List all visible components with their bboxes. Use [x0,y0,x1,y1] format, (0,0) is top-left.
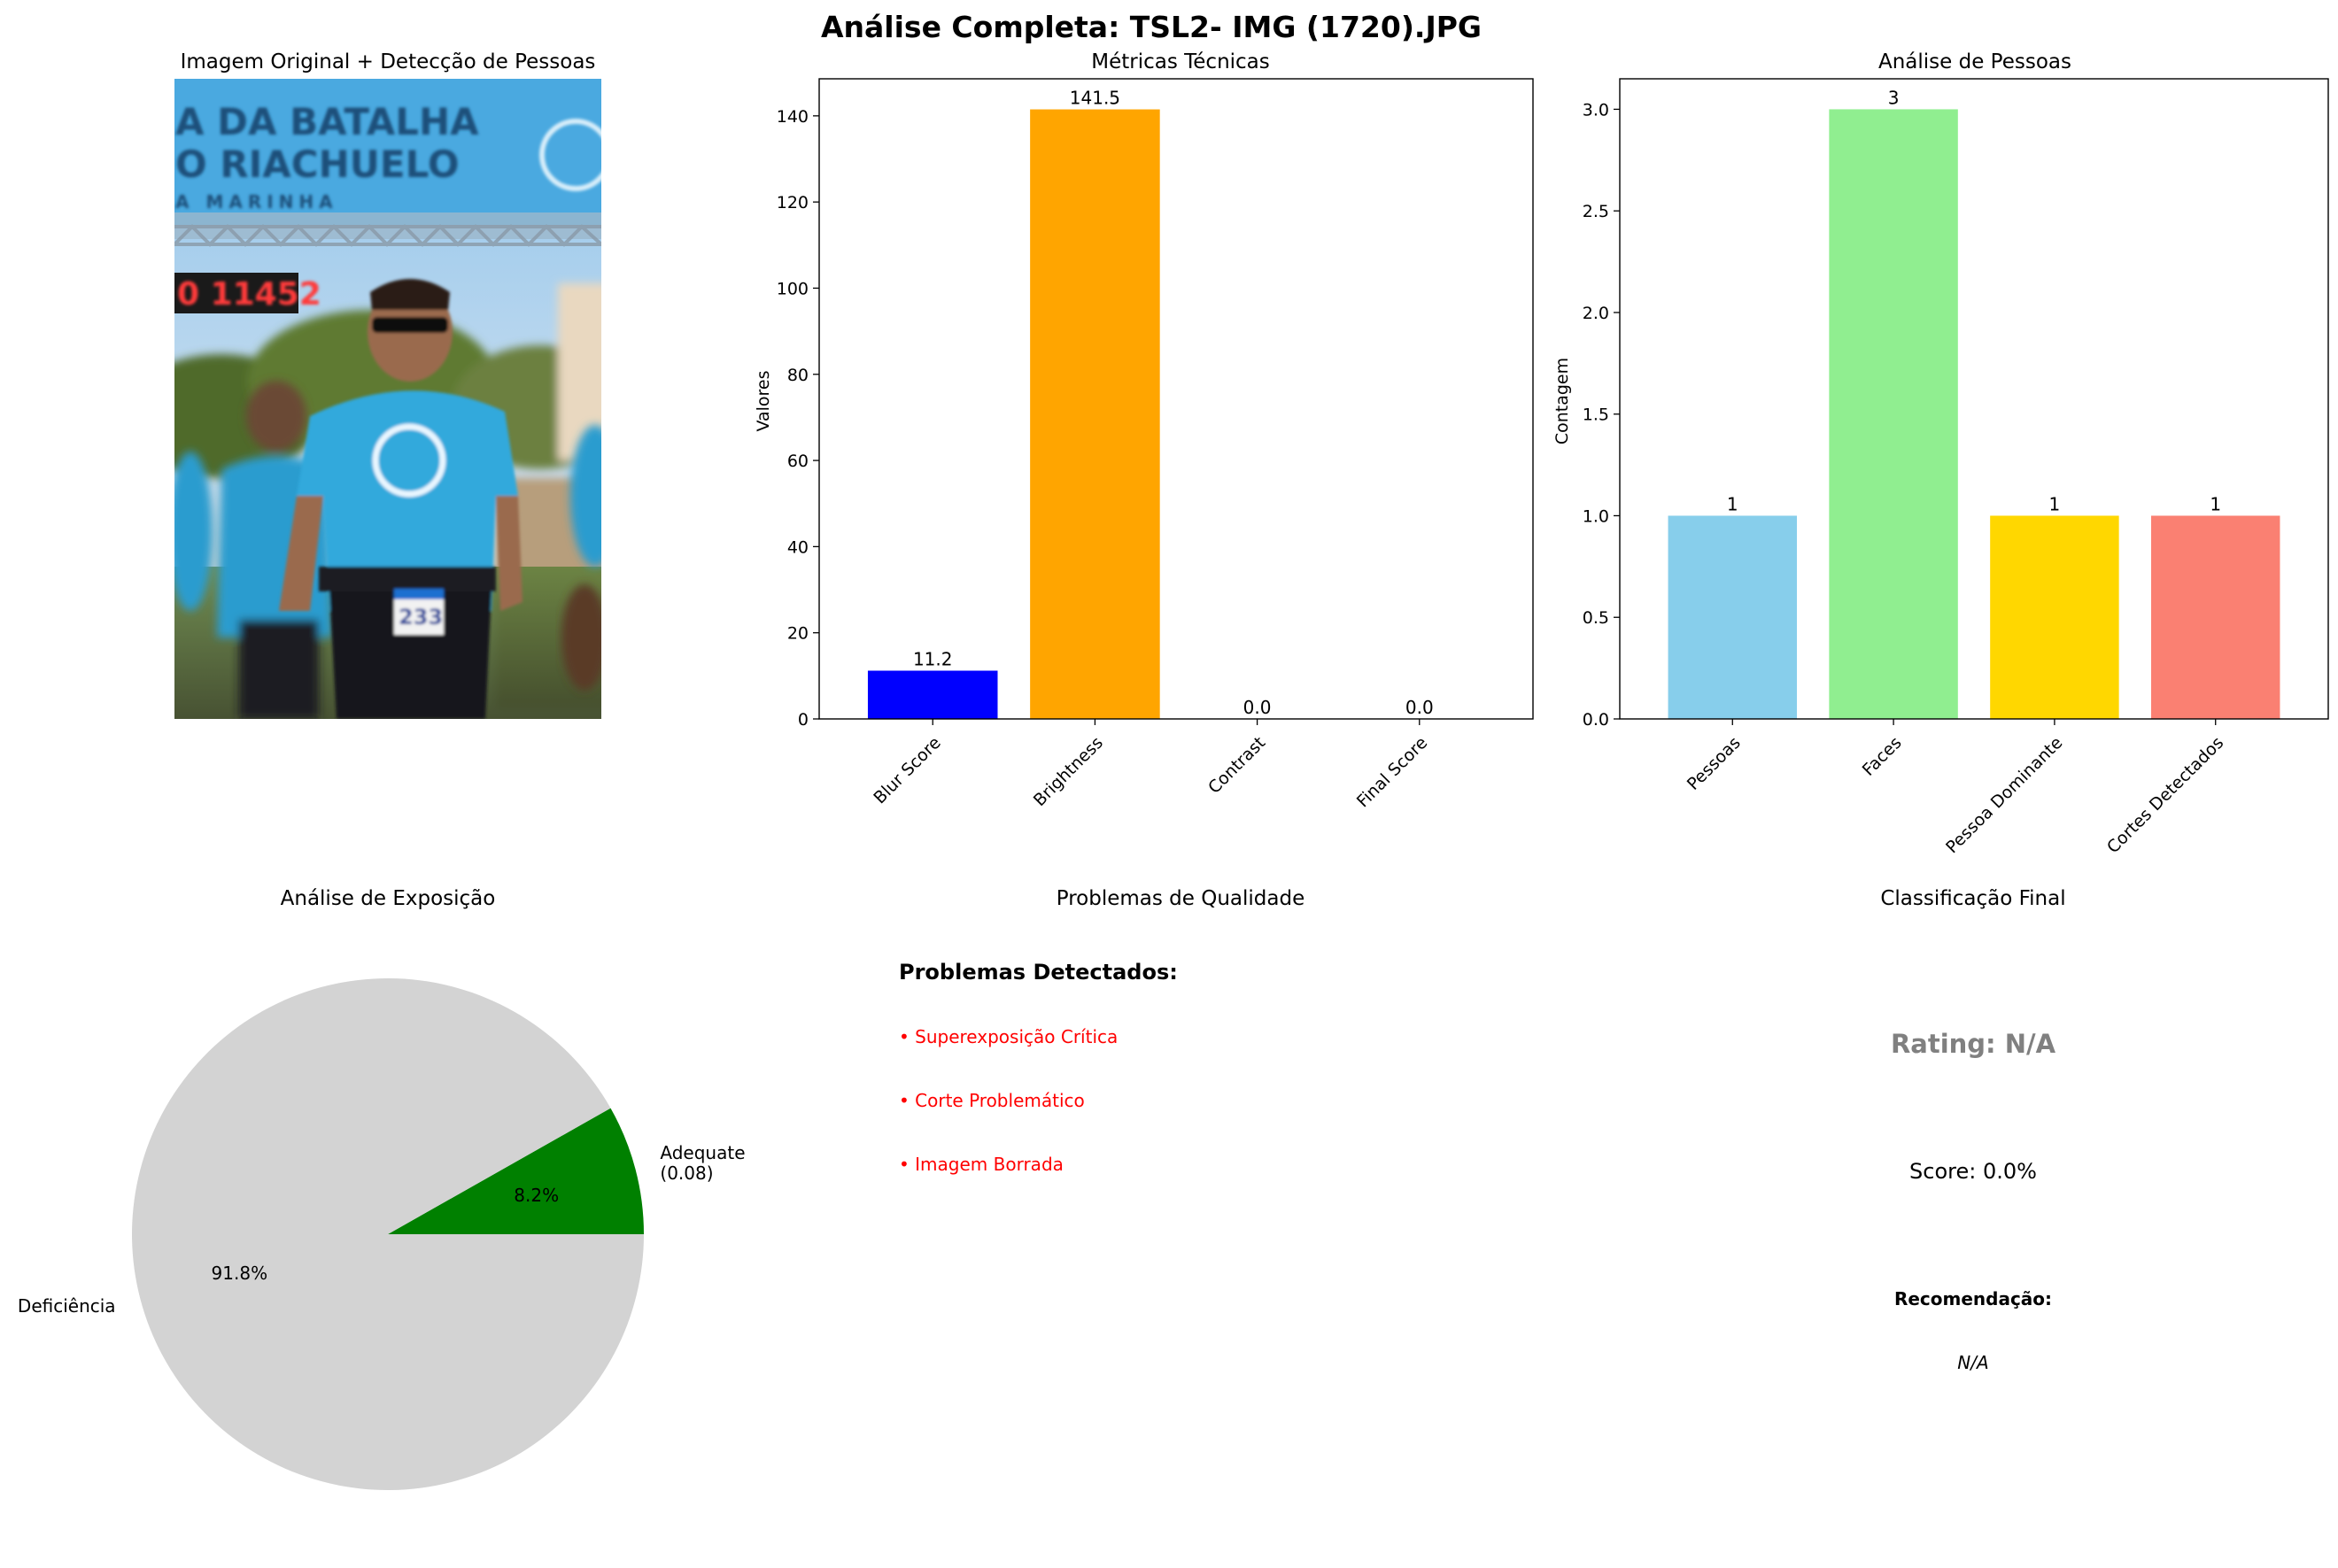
runner-photo: A DA BATALHA O RIACHUELO A MARINHA 0 114… [174,79,601,719]
people-ytick-label-0: 0.0 [1583,710,1609,730]
people-ytick-label-4: 2.0 [1583,304,1609,323]
metrics-ytick-label-3: 60 [787,452,809,471]
figure-suptitle: Análise Completa: TSL2- IMG (1720).JPG [821,10,1482,44]
people-bar-0 [1668,515,1797,719]
metrics-ytick-label-7: 140 [777,107,809,127]
exposure-chart-title: Análise de Exposição [281,887,496,910]
people-bar-chart: 1 Pessoas 3 Faces 1 Pessoa Dominante 1 Cortes D… [1583,78,2329,857]
people-ytick-label-6: 3.0 [1583,100,1609,120]
quality-issue-item-0: • Superexposição Crítica [899,1026,1118,1047]
people-xtick-label-2: Pessoa Dominante [1942,733,2066,857]
banner-line-3: A MARINHA [175,191,338,212]
recommendation-value: N/A [1957,1352,1988,1373]
banner-line-1: A DA BATALHA [175,100,479,143]
exposure-pct-label-1: 91.8% [212,1263,268,1284]
metrics-ytick-label-0: 0 [798,710,809,730]
quality-issue-item-2: • Imagem Borrada [899,1154,1064,1175]
metrics-ytick-label-4: 80 [787,366,809,385]
metrics-ytick-label-2: 40 [787,537,809,557]
exposure-slice-0 [388,1108,644,1234]
recommendation-label: Recomendação: [1894,1288,2052,1309]
people-value-label-1: 3 [1888,87,1900,108]
exposure-pct-label-0: 8.2% [514,1185,559,1206]
metrics-value-label-3: 0.0 [1405,697,1434,718]
people-bar-1 [1829,109,1958,719]
race-clock: 0 11452 [177,276,321,313]
metrics-axes-frame [818,78,1534,720]
metrics-value-label-1: 141.5 [1070,88,1120,109]
people-bar-2 [1990,515,2119,719]
people-axes-frame [1619,78,2329,720]
people-bar-3 [2151,515,2280,719]
people-ytick-label-1: 0.5 [1583,608,1609,628]
metrics-value-label-2: 0.0 [1243,697,1272,718]
metrics-value-label-0: 11.2 [913,649,953,670]
quality-issue-item-1: • Corte Problemático [899,1090,1085,1111]
score-text: Score: 0.0% [1909,1159,2037,1184]
classification-panel-title: Classificação Final [1880,887,2065,910]
metrics-chart-ylabel: Valores [754,370,773,431]
metrics-xtick-label-2: Contrast [1204,733,1269,798]
people-value-label-2: 1 [2049,493,2061,514]
exposure-slice-label-0: Adequate (0.08) [660,1142,745,1184]
metrics-bar-chart: 11.2 Blur Score 141.5 Brightness 0.0 Contrast… [777,78,1534,811]
people-value-label-3: 1 [2210,493,2221,514]
metrics-ytick-label-5: 100 [777,279,809,298]
rating-text: Rating: N/A [1891,1029,2056,1059]
people-chart-ylabel: Contagem [1552,358,1572,444]
quality-panel-heading: Problemas Detectados: [899,960,1178,985]
metrics-ytick-label-1: 20 [787,624,809,644]
quality-issue-list: • Superexposição Crítica • Corte Problemá… [899,1026,1118,1175]
people-chart-title: Análise de Pessoas [1878,50,2071,73]
people-ytick-label-3: 1.5 [1583,406,1609,425]
metrics-chart-title: Métricas Técnicas [1091,50,1270,73]
metrics-xtick-label-0: Blur Score [870,733,944,807]
people-ytick-label-5: 2.5 [1583,202,1609,221]
exposure-pie-chart: 8.2% Adequate (0.08) 91.8% Deficiência [18,977,746,1491]
banner-line-2: O RIACHUELO [175,143,460,186]
bib-number: 233 [399,605,443,630]
metrics-bar-1 [1030,109,1160,719]
people-xtick-label-3: Cortes Detectados [2103,733,2227,857]
people-xtick-label-1: Faces [1859,733,1906,780]
metrics-ytick-label-6: 120 [777,193,809,212]
metrics-bar-0 [867,670,998,719]
people-ytick-label-2: 1.0 [1583,506,1609,526]
quality-panel-title: Problemas de Qualidade [1057,887,1304,910]
metrics-xtick-label-1: Brightness [1030,733,1107,810]
people-xtick-label-0: Pessoas [1684,733,1745,794]
exposure-slice-1 [132,977,645,1491]
people-value-label-0: 1 [1727,493,1738,514]
photo-panel-title: Imagem Original + Detecção de Pessoas [181,50,596,73]
exposure-slice-label-1: Deficiência [18,1295,116,1317]
metrics-xtick-label-3: Final Score [1353,733,1431,811]
